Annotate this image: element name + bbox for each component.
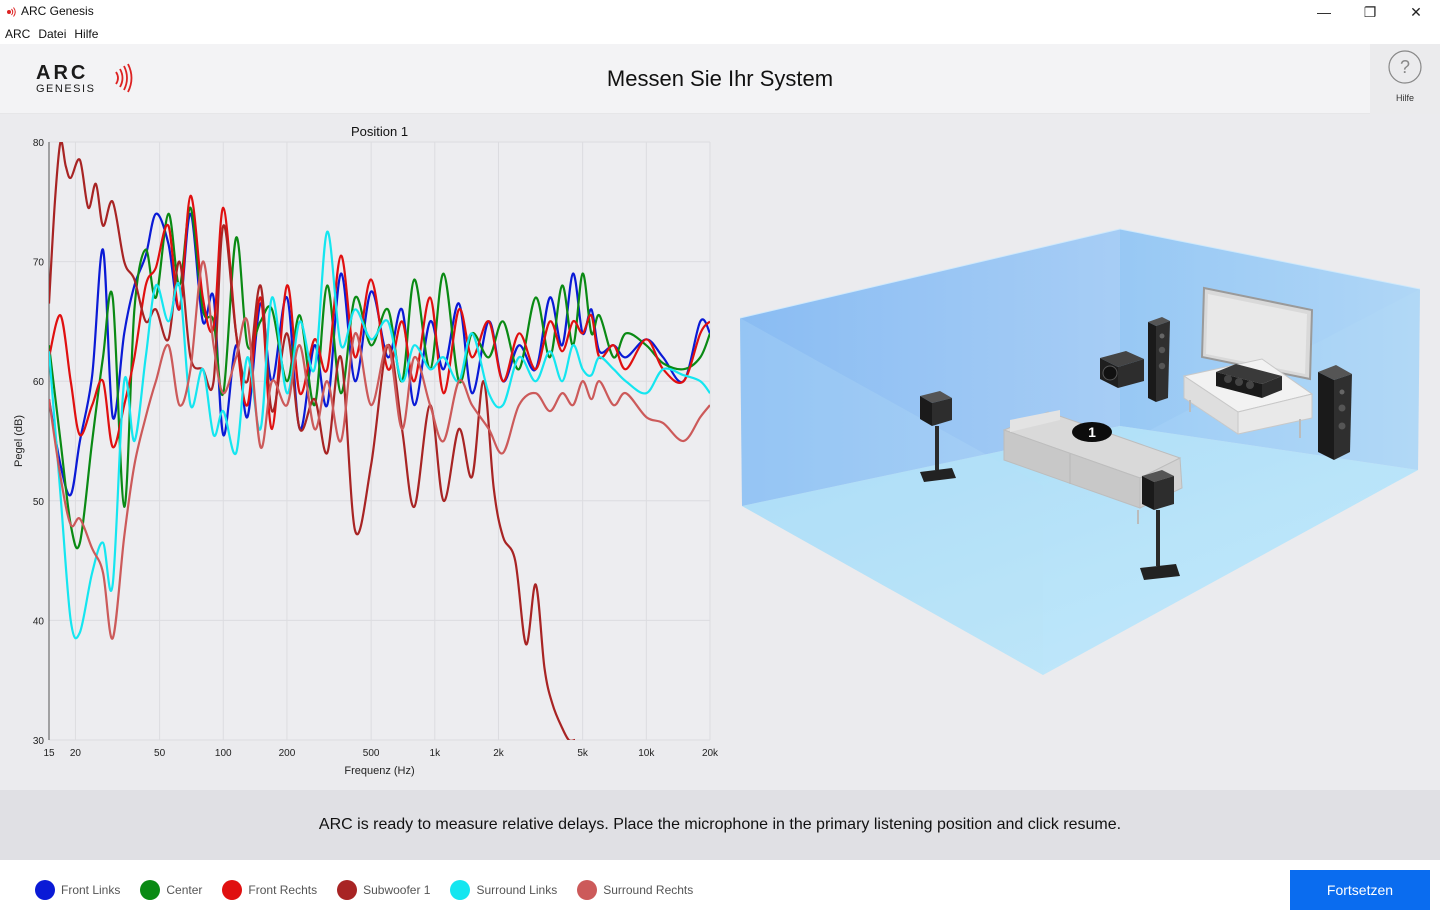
x-tick-label: 20k xyxy=(702,748,719,759)
arc-app-icon xyxy=(7,7,16,17)
menu-bar: ARC Datei Hilfe xyxy=(0,24,1440,44)
page-title: Messen Sie Ihr System xyxy=(606,66,834,91)
question-circle-icon: ? xyxy=(1388,50,1422,84)
help-button[interactable]: ? Hilfe xyxy=(1370,44,1440,114)
legend-item: Surround Links xyxy=(450,880,557,900)
x-tick-label: 20 xyxy=(70,748,82,759)
x-tick-label: 500 xyxy=(363,748,380,759)
window-title: ARC Genesis xyxy=(21,4,94,18)
maximize-button[interactable]: ❐ xyxy=(1363,3,1377,20)
x-axis-label: Frequenz (Hz) xyxy=(344,765,414,777)
legend-dot-center xyxy=(140,880,161,900)
main-area: 15 20 50 100 200 500 1k 2k 5k 10k 20k 30 40 50 60 70 80 P… xyxy=(0,114,1440,790)
surround-left-speaker xyxy=(920,391,956,482)
legend-dot-surround-links xyxy=(450,880,471,900)
center-speaker xyxy=(1216,364,1282,398)
series-line-front-rechts xyxy=(49,194,710,449)
legend-label: Front Links xyxy=(61,883,121,897)
surround-right-speaker xyxy=(1140,470,1180,580)
listening-position-label: 1 xyxy=(1088,424,1096,440)
legend-item: Front Links xyxy=(35,880,120,900)
y-tick-label: 40 xyxy=(33,616,45,627)
x-tick-label: 200 xyxy=(279,748,296,759)
legend-label: Front Rechts xyxy=(248,883,318,897)
arc-genesis-logo: ARC GENESIS xyxy=(36,62,133,95)
x-tick-label: 100 xyxy=(215,748,232,759)
x-tick-label: 50 xyxy=(154,748,166,759)
menu-item-datei[interactable]: Datei xyxy=(38,27,67,41)
y-tick-label: 60 xyxy=(33,377,45,388)
legend-dot-surround-rechts xyxy=(577,880,598,900)
status-message: ARC is ready to measure relative delays.… xyxy=(0,790,1440,860)
x-tick-label: 5k xyxy=(577,748,589,759)
x-tick-label: 1k xyxy=(430,748,442,759)
y-axis-label: Pegel (dB) xyxy=(13,415,25,467)
front-right-speaker xyxy=(1318,365,1352,460)
room-illustration: 1 xyxy=(739,228,1421,675)
series-line-subwoofer-1 xyxy=(49,142,575,740)
y-tick-label: 30 xyxy=(33,736,45,747)
subwoofer xyxy=(1100,351,1144,388)
svg-text:?: ? xyxy=(1400,57,1410,77)
tv-screen xyxy=(1200,286,1314,381)
menu-item-hilfe[interactable]: Hilfe xyxy=(74,27,99,41)
legend-dot-subwoofer xyxy=(337,880,358,900)
continue-button[interactable]: Fortsetzen xyxy=(1290,870,1430,910)
y-tick-label: 70 xyxy=(33,258,45,269)
channel-legend: Front Links Center Front Rechts Subwoofe… xyxy=(35,880,693,900)
logo-genesis-text: GENESIS xyxy=(36,83,95,95)
couch xyxy=(1002,410,1183,524)
series-line-surround-links xyxy=(49,230,710,640)
logo-arc-text: ARC xyxy=(36,62,88,84)
room-floor xyxy=(742,426,1418,675)
header: ARC GENESIS Messen Sie Ihr System ? Hilf… xyxy=(0,44,1440,114)
help-label: Hilfe xyxy=(1395,93,1414,103)
x-tick-label: 2k xyxy=(493,748,505,759)
legend-label: Subwoofer 1 xyxy=(363,883,431,897)
listening-position-marker: 1 xyxy=(1072,422,1112,442)
footer: Front Links Center Front Rechts Subwoofe… xyxy=(0,860,1440,920)
legend-label: Center xyxy=(166,883,203,897)
legend-dot-front-links xyxy=(35,880,55,900)
title-bar: ARC Genesis — ❐ ✕ xyxy=(0,0,1440,24)
series-line-center xyxy=(49,206,710,550)
legend-item: Center xyxy=(140,880,202,900)
menu-item-arc[interactable]: ARC xyxy=(5,27,31,41)
plot-area xyxy=(49,142,710,740)
close-button[interactable]: ✕ xyxy=(1410,3,1422,20)
legend-label: Surround Links xyxy=(476,883,558,897)
series-line-surround-rechts xyxy=(49,260,710,640)
front-left-speaker xyxy=(1148,317,1170,402)
legend-label: Surround Rechts xyxy=(603,883,694,897)
minimize-button[interactable]: — xyxy=(1317,4,1331,20)
legend-item: Subwoofer 1 xyxy=(337,880,430,900)
legend-dot-front-rechts xyxy=(222,880,243,900)
y-tick-label: 50 xyxy=(33,497,45,508)
x-tick-label: 15 xyxy=(43,748,55,759)
frequency-response-chart: 15 20 50 100 200 500 1k 2k 5k 10k 20k 30 40 50 60 70 80 P… xyxy=(13,124,719,777)
legend-item: Front Rechts xyxy=(222,880,317,900)
y-tick-label: 80 xyxy=(33,138,45,149)
x-tick-label: 10k xyxy=(638,748,655,759)
legend-item: Surround Rechts xyxy=(577,880,693,900)
chart-title: Position 1 xyxy=(351,124,408,139)
